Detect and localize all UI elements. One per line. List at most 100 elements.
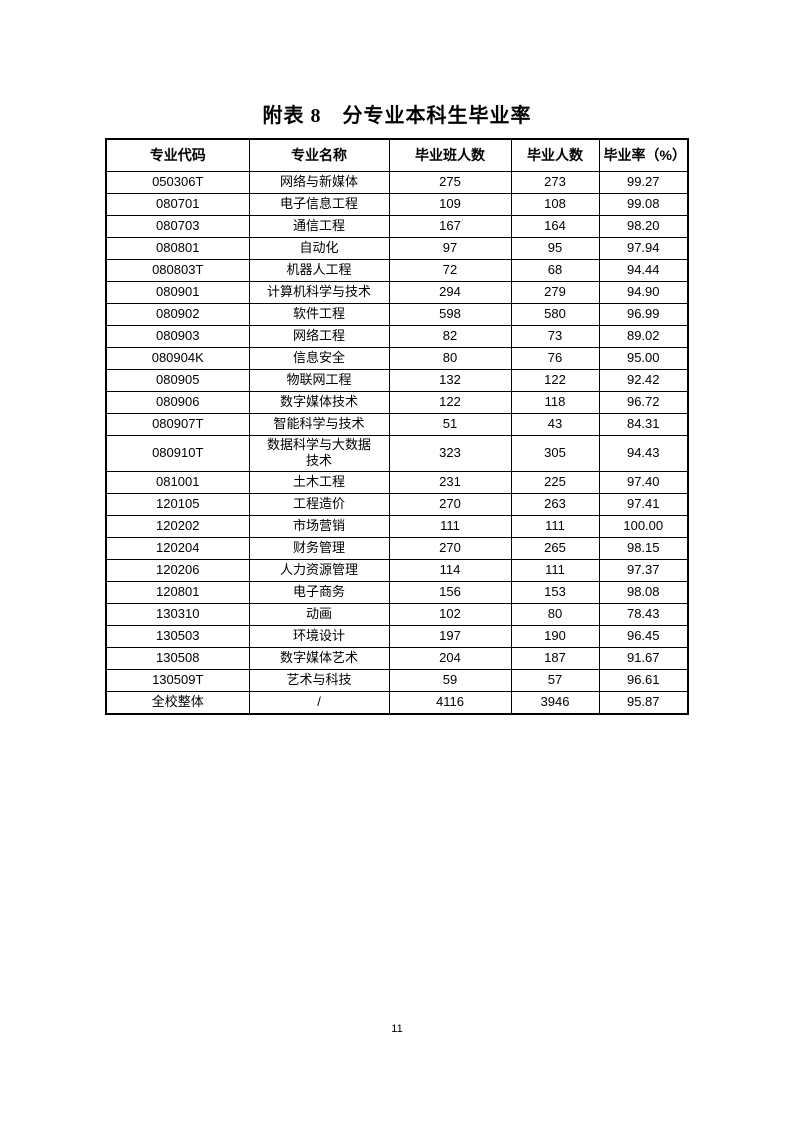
table-cell: 76 (510, 346, 600, 370)
table-cell: 89.02 (598, 324, 689, 348)
table-cell: 机器人工程 (248, 258, 390, 282)
table-cell: 80 (510, 603, 600, 627)
table-row: 120105 工程造价 270 263 97.41 (105, 493, 689, 517)
table-cell: 91.67 (598, 647, 689, 671)
table-cell: 100.00 (598, 515, 689, 539)
table-cell: 273 (510, 170, 600, 194)
table-cell: 153 (510, 581, 600, 605)
column-header-class-count: 毕业班人数 (388, 138, 512, 172)
table-cell: 51 (388, 412, 512, 436)
table-cell: 270 (388, 537, 512, 561)
table-row: 120801 电子商务 156 153 98.08 (105, 581, 689, 605)
table-cell: 323 (388, 434, 512, 473)
table-cell: 84.31 (598, 412, 689, 436)
table-cell: 080803T (105, 258, 250, 282)
table-row: 080904K 信息安全 80 76 95.00 (105, 346, 689, 370)
table-cell: 96.45 (598, 625, 689, 649)
table-cell: 72 (388, 258, 512, 282)
table-cell: 99.08 (598, 192, 689, 216)
table-cell: 122 (388, 390, 512, 414)
table-row: 080907T 智能科学与技术 51 43 84.31 (105, 412, 689, 436)
table-cell: 111 (388, 515, 512, 539)
table-cell: 网络工程 (248, 324, 390, 348)
table-cell: 94.90 (598, 280, 689, 304)
table-cell: 通信工程 (248, 214, 390, 238)
table-cell: 数字媒体技术 (248, 390, 390, 414)
table-cell: 263 (510, 493, 600, 517)
table-cell: 111 (510, 559, 600, 583)
table-cell: 艺术与科技 (248, 669, 390, 693)
table-cell: 动画 (248, 603, 390, 627)
table-cell: 96.99 (598, 302, 689, 326)
table-cell: 97.94 (598, 236, 689, 260)
table-row: 080906 数字媒体技术 122 118 96.72 (105, 390, 689, 414)
table-cell: 95.00 (598, 346, 689, 370)
table-cell: 数字媒体艺术 (248, 647, 390, 671)
table-cell: 财务管理 (248, 537, 390, 561)
table-cell: 114 (388, 559, 512, 583)
table-row: 081001 土木工程 231 225 97.40 (105, 471, 689, 495)
table-row: 全校整体/4116 3946 95.87 (105, 691, 689, 715)
table-cell: 98.20 (598, 214, 689, 238)
table-cell: 95.87 (598, 691, 689, 715)
table-cell: 80 (388, 346, 512, 370)
table-cell: 197 (388, 625, 512, 649)
table-cell: 73 (510, 324, 600, 348)
table-cell: 130508 (105, 647, 250, 671)
table-cell: 数据科学与大数据 技术 (248, 434, 390, 473)
table-cell: 43 (510, 412, 600, 436)
table-cell: 108 (510, 192, 600, 216)
table-row: 130509T 艺术与科技 59 57 96.61 (105, 669, 689, 693)
table-cell: 软件工程 (248, 302, 390, 326)
column-header-major-name: 专业名称 (248, 138, 390, 172)
table-cell: 164 (510, 214, 600, 238)
table-cell: 96.61 (598, 669, 689, 693)
table-cell: 95 (510, 236, 600, 260)
table-row: 120202 市场营销 111 111 100.00 (105, 515, 689, 539)
table-row: 080910T 数据科学与大数据 技术 323 305 94.43 (105, 434, 689, 473)
table-cell: 130509T (105, 669, 250, 693)
table-cell: 156 (388, 581, 512, 605)
table-cell: 120801 (105, 581, 250, 605)
table-cell: / (248, 691, 390, 715)
table-cell: 080904K (105, 346, 250, 370)
table-cell: 118 (510, 390, 600, 414)
table-cell: 工程造价 (248, 493, 390, 517)
table-row: 050306T 网络与新媒体 275 273 99.27 (105, 170, 689, 194)
table-cell: 97.40 (598, 471, 689, 495)
table-cell: 130503 (105, 625, 250, 649)
table-cell: 68 (510, 258, 600, 282)
table-cell: 3946 (510, 691, 600, 715)
table-cell: 计算机科学与技术 (248, 280, 390, 304)
table-row: 080905 物联网工程 132 122 92.42 (105, 368, 689, 392)
table-cell: 120204 (105, 537, 250, 561)
table-cell: 土木工程 (248, 471, 390, 495)
table-cell: 市场营销 (248, 515, 390, 539)
table-cell: 自动化 (248, 236, 390, 260)
table-cell: 225 (510, 471, 600, 495)
table-cell: 电子信息工程 (248, 192, 390, 216)
table-cell: 环境设计 (248, 625, 390, 649)
table-cell: 78.43 (598, 603, 689, 627)
table-cell: 92.42 (598, 368, 689, 392)
table-cell: 97.41 (598, 493, 689, 517)
table-cell: 4116 (388, 691, 512, 715)
table-row: 080703 通信工程 167 164 98.20 (105, 214, 689, 238)
table-cell: 305 (510, 434, 600, 473)
table-cell: 187 (510, 647, 600, 671)
table-cell: 122 (510, 368, 600, 392)
table-cell: 120206 (105, 559, 250, 583)
table-row: 080803T 机器人工程 72 68 94.44 (105, 258, 689, 282)
table-row: 080901 计算机科学与技术 294 279 94.90 (105, 280, 689, 304)
table-cell: 96.72 (598, 390, 689, 414)
table-cell: 132 (388, 368, 512, 392)
column-header-graduate-count: 毕业人数 (510, 138, 600, 172)
table-cell: 网络与新媒体 (248, 170, 390, 194)
table-cell: 全校整体 (105, 691, 250, 715)
table-cell: 57 (510, 669, 600, 693)
table-cell: 97 (388, 236, 512, 260)
table-cell: 598 (388, 302, 512, 326)
page-number: 11 (391, 1023, 403, 1035)
table-cell: 080801 (105, 236, 250, 260)
